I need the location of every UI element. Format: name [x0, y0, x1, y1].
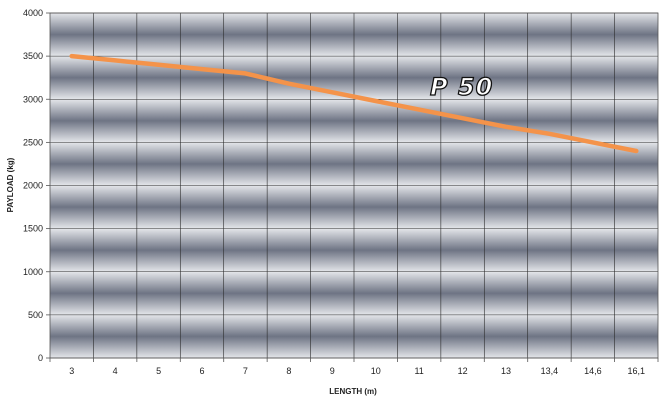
x-tick-label: 12: [458, 366, 468, 376]
data-point: [461, 117, 464, 120]
data-point: [635, 150, 638, 152]
y-tick-label: 3500: [23, 51, 43, 61]
x-tick-label: 10: [371, 366, 381, 376]
x-axis-ticks: 3 4 5 6 7 8 9 10 11 12 13 13,4 14,6 16,1: [49, 358, 659, 376]
y-tick-label: 500: [28, 310, 43, 320]
y-tick-label: 3000: [23, 94, 43, 104]
y-axis-title: PAYLOAD (kg): [6, 157, 15, 212]
x-tick-label: 16,1: [628, 366, 646, 376]
y-tick-label: 1500: [23, 224, 43, 234]
data-point: [288, 82, 290, 85]
y-tick-label: 2500: [23, 137, 43, 147]
x-axis-title: LENGTH (m): [329, 387, 377, 396]
x-tick-label: 9: [330, 366, 335, 376]
y-tick-label: 0: [38, 353, 43, 363]
x-tick-label: 6: [199, 366, 204, 376]
data-point: [331, 91, 334, 94]
x-tick-label: 13: [501, 366, 511, 376]
y-axis-ticks: 0 500 1000 1500 2000 2500 3000 3500 4000: [23, 8, 50, 363]
data-point: [244, 72, 247, 75]
y-tick-label: 2000: [23, 181, 43, 191]
data-point: [70, 55, 73, 57]
x-tick-label: 5: [156, 366, 161, 376]
series-layer: [69, 53, 639, 154]
data-point: [548, 132, 551, 135]
x-tick-label: 3: [69, 366, 74, 376]
x-tick-label: 7: [243, 366, 248, 376]
data-point: [418, 108, 420, 111]
data-point: [374, 100, 377, 102]
y-tick-label: 4000: [23, 8, 43, 18]
x-tick-label: 13,4: [541, 366, 559, 376]
data-point: [592, 141, 594, 144]
plot-area: [49, 12, 659, 359]
series-label: P 50: [430, 73, 493, 101]
data-point: [505, 126, 507, 128]
x-tick-label: 8: [286, 366, 291, 376]
data-point: [157, 63, 160, 66]
x-tick-label: 14,6: [584, 366, 602, 376]
data-point: [201, 68, 203, 70]
x-tick-label: 4: [113, 366, 118, 376]
x-tick-label: 11: [414, 366, 423, 376]
data-point: [114, 59, 116, 62]
y-tick-label: 1000: [23, 267, 43, 277]
series-line: [69, 53, 639, 154]
